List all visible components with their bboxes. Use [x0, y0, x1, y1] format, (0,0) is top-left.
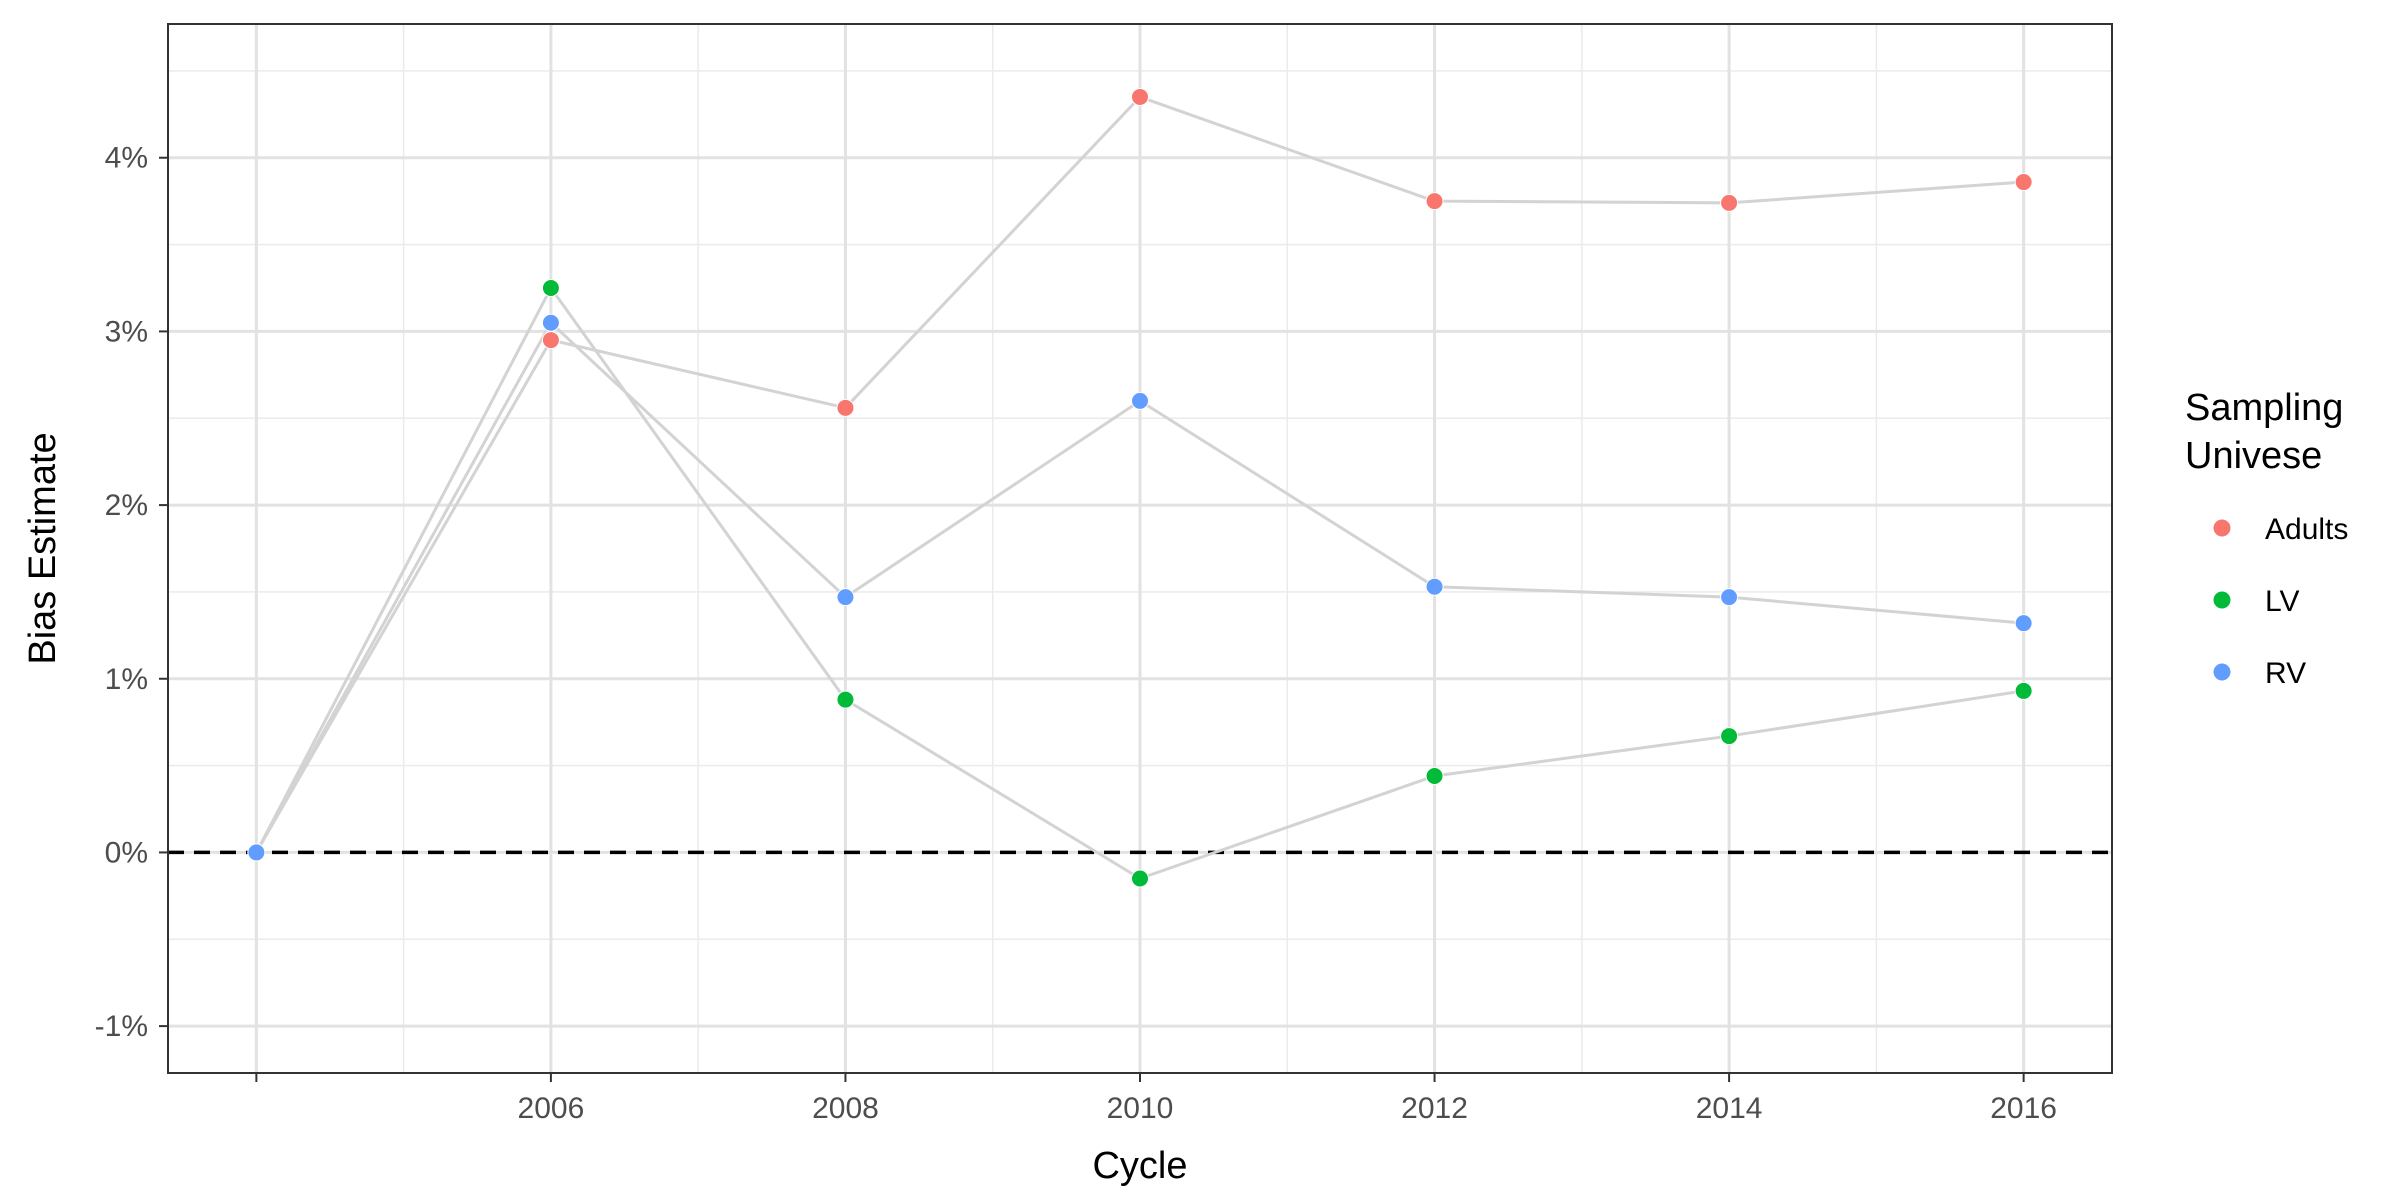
- legend-key-adults: [2213, 519, 2231, 537]
- y-tick-label: 4%: [105, 142, 148, 175]
- legend-title-line-1: Sampling: [2185, 387, 2343, 429]
- y-tick-label: 1%: [105, 663, 148, 696]
- x-tick-label: 2014: [1696, 1092, 1763, 1125]
- point-rv-2016: [2014, 614, 2033, 633]
- y-tick-label: 3%: [105, 315, 148, 348]
- point-lv-2014: [1720, 727, 1739, 746]
- legend: Sampling Univese Adults LV RV: [2185, 387, 2348, 690]
- y-tick-label: -1%: [95, 1010, 148, 1043]
- point-adults-2010: [1131, 87, 1149, 106]
- point-lv-2012: [1425, 767, 1444, 786]
- point-lv-2010: [1131, 869, 1149, 888]
- y-tick-label: 0%: [105, 836, 148, 869]
- x-tick-label: 2010: [1107, 1092, 1174, 1125]
- x-tick-label: 2016: [1990, 1092, 2057, 1125]
- y-axis-title: Bias Estimate: [22, 432, 64, 664]
- point-lv-2008: [836, 690, 855, 709]
- point-rv-2008: [836, 588, 855, 607]
- legend-label-adults: Adults: [2265, 513, 2348, 546]
- point-rv-2012: [1425, 577, 1444, 596]
- legend-label-lv: LV: [2265, 585, 2299, 618]
- y-tick-label: 2%: [105, 489, 148, 522]
- x-tick-label: 2012: [1401, 1092, 1468, 1125]
- x-tick-label: 2006: [518, 1092, 585, 1125]
- point-adults-2012: [1425, 192, 1444, 211]
- point-lv-2006: [541, 278, 560, 297]
- point-rv-2006: [541, 313, 560, 332]
- point-adults-2006: [541, 331, 560, 350]
- point-rv-2004: [247, 843, 266, 862]
- point-adults-2008: [836, 398, 855, 417]
- legend-title-line-2: Univese: [2185, 435, 2322, 477]
- legend-key-lv: [2213, 591, 2231, 609]
- x-tick-label: 2008: [812, 1092, 879, 1125]
- point-rv-2014: [1720, 588, 1739, 607]
- point-adults-2016: [2014, 173, 2033, 192]
- x-axis-title: Cycle: [1092, 1145, 1187, 1187]
- point-adults-2014: [1720, 193, 1739, 212]
- legend-label-rv: RV: [2265, 657, 2306, 690]
- series-points: [247, 87, 2033, 888]
- axes: -1% 0% 1% 2% 3% 4% 2006 2008 2010 2012 2014 2016: [95, 142, 2057, 1125]
- point-lv-2016: [2014, 681, 2033, 700]
- point-rv-2010: [1131, 391, 1149, 410]
- legend-key-rv: [2213, 663, 2231, 681]
